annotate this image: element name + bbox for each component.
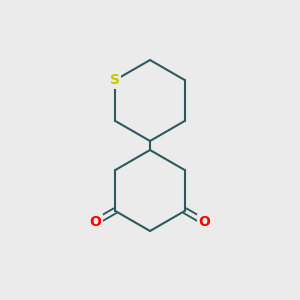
Text: O: O [199,215,211,229]
Text: S: S [110,73,120,87]
Text: O: O [89,215,101,229]
